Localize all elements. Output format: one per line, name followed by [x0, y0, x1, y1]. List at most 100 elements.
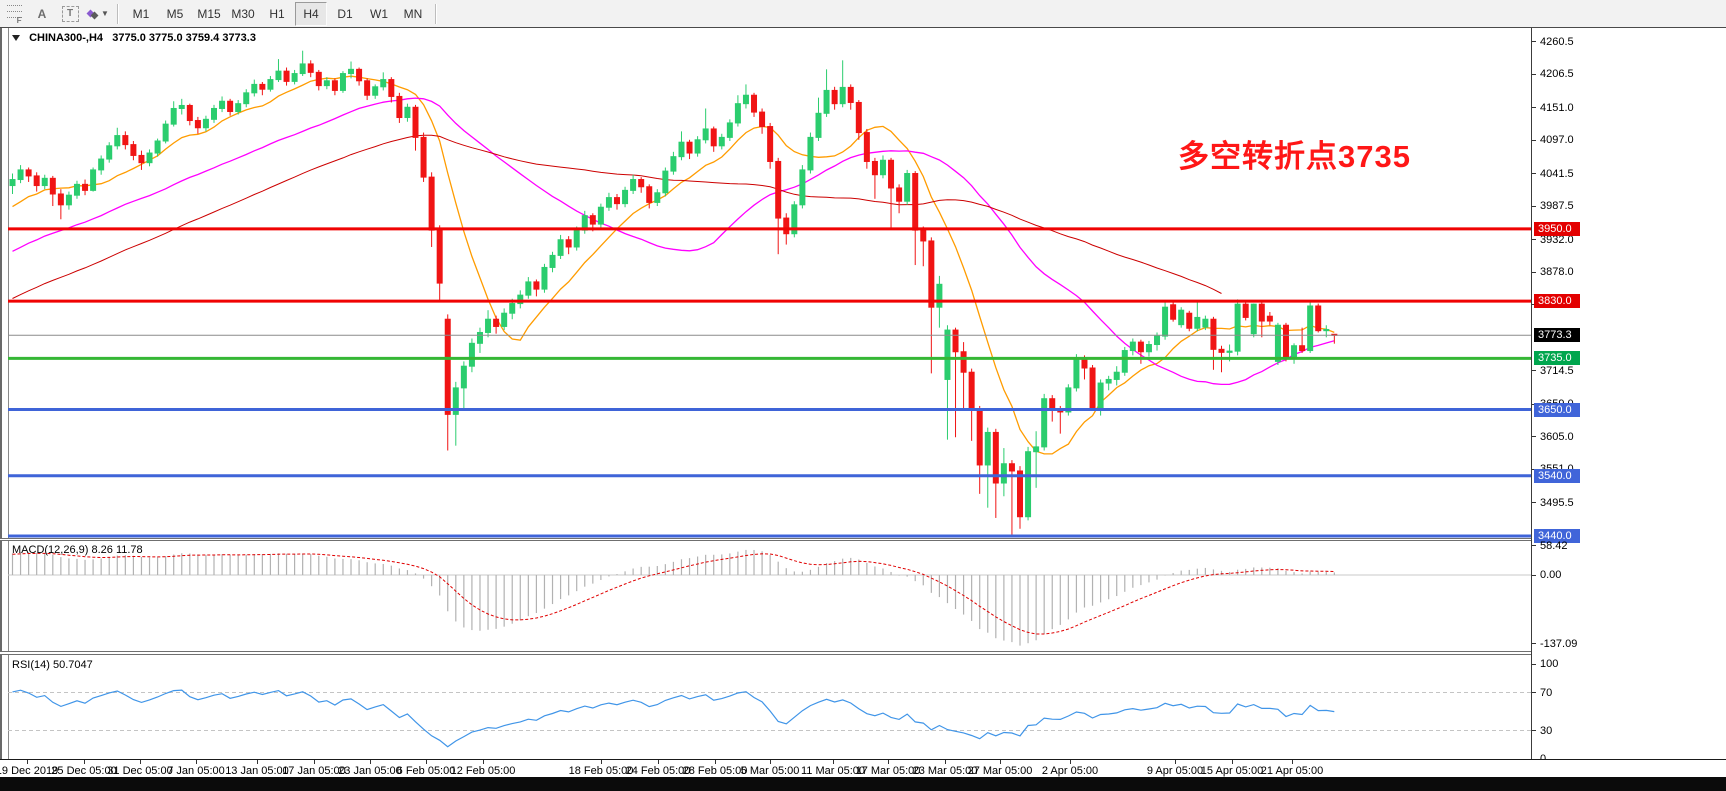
- price-label: 4151.0: [1540, 101, 1574, 114]
- rsi-label: 100: [1540, 658, 1559, 670]
- price-axis[interactable]: 4260.5 4206.5 4151.0 4097.0 4041.5 3987.5 3932…: [1531, 28, 1726, 778]
- time-label: 25 Dec 05:00: [51, 765, 117, 777]
- time-tick: [27, 760, 28, 764]
- tf-button-H1[interactable]: H1: [269, 6, 285, 21]
- time-tick: [257, 760, 258, 764]
- level-badge-3735.0: 3735.0: [1534, 351, 1580, 366]
- price-tick: [1532, 139, 1536, 141]
- grid-tool-button[interactable]: F: [1, 2, 27, 26]
- main-chart-canvas[interactable]: [8, 29, 1531, 538]
- price-label: 4097.0: [1540, 134, 1574, 147]
- level-badge-3650.0: 3650.0: [1534, 402, 1580, 417]
- time-label: 12 Feb 05:00: [450, 765, 516, 777]
- shapes-icon: [86, 8, 99, 20]
- text-box-tool-button[interactable]: T: [57, 2, 83, 26]
- price-tick: [1532, 41, 1536, 43]
- tf-button-M30[interactable]: M30: [231, 6, 255, 21]
- tf-button-MN[interactable]: MN: [403, 6, 423, 21]
- price-label: 3932.0: [1540, 233, 1574, 246]
- macd-label: -137.09: [1540, 637, 1578, 650]
- time-tick: [770, 760, 771, 764]
- macd-canvas[interactable]: [8, 541, 1531, 651]
- time-label: 15 Apr 05:00: [1200, 765, 1264, 777]
- time-tick: [888, 760, 889, 764]
- price-label: 3987.5: [1540, 200, 1574, 213]
- ma-line-10: [12, 75, 1335, 455]
- ma-line-34: [12, 97, 1335, 386]
- macd-signal-line: [12, 552, 1335, 635]
- time-tick: [483, 760, 484, 764]
- tf-button-M1[interactable]: M1: [132, 6, 150, 21]
- time-label: 11 Mar 05:00: [800, 765, 866, 777]
- rsi-line: [12, 689, 1335, 748]
- time-tick: [1292, 760, 1293, 764]
- bottom-strip: [0, 777, 1726, 791]
- toolbar-separator: [117, 3, 119, 24]
- time-label: 31 Dec 05:00: [107, 765, 173, 777]
- toolbar: F A T ▼ M1 M5 M15 M30 H1 H4 D1 W1 MN: [0, 0, 1726, 28]
- time-label: 5 Mar 05:00: [740, 765, 800, 777]
- grid-f-icon: F: [6, 3, 22, 25]
- time-label: 18 Feb 05:00: [568, 765, 634, 777]
- collapse-triangle-icon: [12, 35, 20, 41]
- time-tick: [1000, 760, 1001, 764]
- rsi-tick: [1532, 692, 1536, 693]
- shapes-tool-button[interactable]: ▼: [85, 2, 111, 26]
- text-box-icon: T: [61, 5, 79, 22]
- level-badge-3440.0: 3440.0: [1534, 529, 1580, 543]
- timeframe-group: M1 M5 M15 M30 H1 H4 D1 W1 MN: [124, 1, 430, 26]
- macd-tick: [1532, 545, 1536, 547]
- time-tick: [84, 760, 85, 764]
- macd-label: 58.42: [1540, 539, 1568, 552]
- time-label: 6 Feb 05:00: [396, 765, 456, 777]
- time-tick: [945, 760, 946, 764]
- macd-tick: [1532, 574, 1536, 576]
- time-tick: [196, 760, 197, 764]
- rsi-label: 30: [1540, 724, 1553, 737]
- tf-button-M15[interactable]: M15: [197, 6, 221, 21]
- time-axis[interactable]: 19 Dec 2019 25 Dec 05:00 31 Dec 05:00 7 Jan…: [0, 759, 1726, 779]
- tf-button-W1[interactable]: W1: [370, 6, 388, 21]
- panel-splitter[interactable]: [0, 651, 1726, 655]
- rsi-label: 70: [1540, 686, 1553, 699]
- panel-splitter[interactable]: [0, 538, 1726, 541]
- macd-label: MACD(12,26,9) 8.26 11.78: [12, 544, 143, 556]
- time-label: 2 Apr 05:00: [1041, 765, 1099, 777]
- time-label: 23 Jan 05:00: [338, 765, 402, 777]
- level-badge-3950.0: 3950.0: [1534, 221, 1580, 236]
- text-a-tool-button[interactable]: A: [29, 2, 55, 26]
- time-tick: [1232, 760, 1233, 764]
- rsi-canvas[interactable]: [8, 656, 1531, 759]
- time-tick: [601, 760, 602, 764]
- price-label: 3714.5: [1540, 364, 1574, 377]
- symbol-label: CHINA300-,H4: [29, 32, 104, 44]
- macd-tick: [1532, 643, 1536, 645]
- level-badge-3540.0: 3540.0: [1534, 468, 1580, 483]
- chart-window: CHINA300-,H4 3775.0 3775.0 3759.4 3773.3…: [0, 27, 1726, 779]
- time-label: 27 Mar 05:00: [967, 765, 1033, 777]
- time-label: 24 Feb 05:00: [625, 765, 691, 777]
- price-label: 3495.5: [1540, 496, 1574, 509]
- price-label: 3605.0: [1540, 430, 1574, 443]
- rsi-tick: [1532, 730, 1536, 731]
- time-tick: [1070, 760, 1071, 764]
- left-splitter[interactable]: [0, 28, 9, 778]
- time-label: 28 Feb 05:00: [682, 765, 748, 777]
- time-label: 17 Jan 05:00: [282, 765, 346, 777]
- price-tick: [1532, 502, 1536, 504]
- price-tick: [1532, 173, 1536, 175]
- price-label: 4041.5: [1540, 167, 1574, 180]
- tf-button-M5[interactable]: M5: [166, 6, 184, 21]
- time-tick: [314, 760, 315, 764]
- time-tick: [715, 760, 716, 764]
- tf-button-D1[interactable]: D1: [337, 6, 353, 21]
- price-label: 4260.5: [1540, 35, 1574, 48]
- time-tick: [658, 760, 659, 764]
- price-tick: [1532, 107, 1536, 109]
- time-label: 13 Jan 05:00: [225, 765, 289, 777]
- tf-button-H4[interactable]: H4: [295, 1, 327, 26]
- macd-label: 0.00: [1540, 569, 1562, 581]
- chart-title: CHINA300-,H4 3775.0 3775.0 3759.4 3773.3: [12, 32, 256, 44]
- price-label: 3878.0: [1540, 266, 1574, 279]
